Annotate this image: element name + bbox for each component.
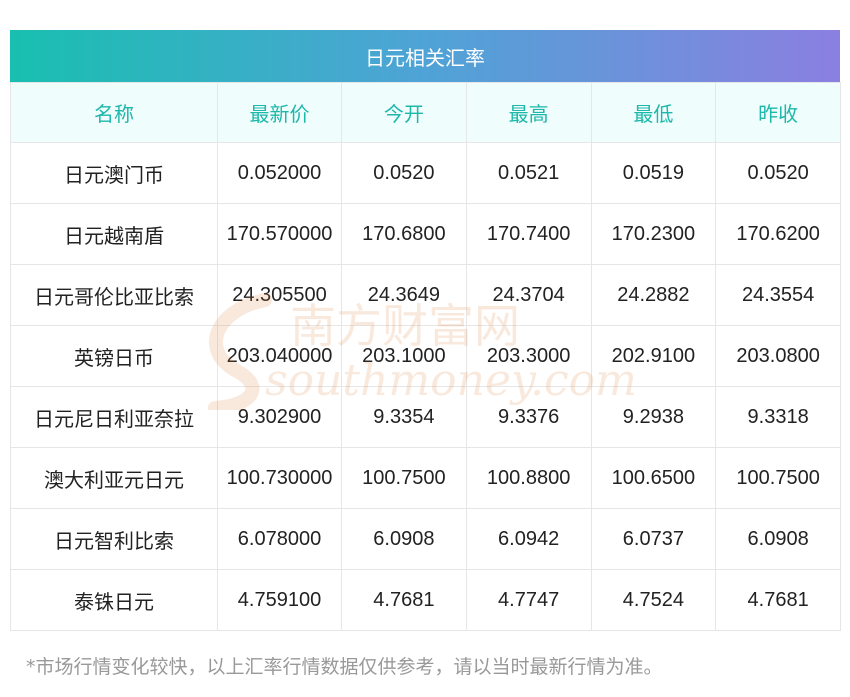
- cell-open: 6.0908: [341, 508, 467, 570]
- cell-prev-close: 203.0800: [715, 325, 841, 387]
- cell-low: 202.9100: [590, 325, 717, 387]
- table-row: 英镑日币 203.040000 203.1000 203.3000 202.9100 20…: [10, 325, 841, 387]
- cell-prev-close: 100.7500: [715, 447, 841, 509]
- cell-high: 0.0521: [465, 142, 592, 204]
- cell-high: 100.8800: [465, 447, 592, 509]
- cell-latest: 203.040000: [217, 325, 342, 387]
- cell-latest: 4.759100: [217, 569, 342, 631]
- exchange-rate-card: 日元相关汇率 名称 最新价 今开 最高 最低 昨收 日元澳门币 0.052000 0…: [10, 30, 841, 631]
- cell-high: 24.3704: [465, 264, 592, 326]
- cell-high: 170.7400: [465, 203, 592, 265]
- cell-latest: 100.730000: [217, 447, 342, 509]
- table-title: 日元相关汇率: [10, 30, 840, 82]
- table-row: 日元智利比索 6.078000 6.0908 6.0942 6.0737 6.0908: [10, 508, 841, 570]
- cell-open: 4.7681: [341, 569, 467, 631]
- cell-latest: 6.078000: [217, 508, 342, 570]
- cell-prev-close: 9.3318: [715, 386, 841, 448]
- cell-prev-close: 24.3554: [715, 264, 841, 326]
- header-row: 名称 最新价 今开 最高 最低 昨收: [10, 82, 841, 143]
- rates-body: 日元澳门币 0.052000 0.0520 0.0521 0.0519 0.0520 日元越…: [10, 142, 841, 631]
- cell-latest: 0.052000: [217, 142, 342, 204]
- cell-open: 9.3354: [341, 386, 467, 448]
- col-header-prev-close: 昨收: [715, 82, 841, 143]
- cell-low: 100.6500: [590, 447, 717, 509]
- table-row: 日元哥伦比亚比索 24.305500 24.3649 24.3704 24.2882 24…: [10, 264, 841, 326]
- disclaimer-footnote: *市场行情变化较快，以上汇率行情数据仅供参考，请以当时最新行情为准。: [26, 656, 663, 678]
- cell-prev-close: 0.0520: [715, 142, 841, 204]
- cell-name: 日元智利比索: [10, 508, 218, 570]
- cell-prev-close: 6.0908: [715, 508, 841, 570]
- cell-low: 170.2300: [590, 203, 717, 265]
- col-header-high: 最高: [465, 82, 592, 143]
- cell-name: 泰铢日元: [10, 569, 218, 631]
- rates-table: 名称 最新价 今开 最高 最低 昨收 日元澳门币 0.052000 0.0520 0.…: [10, 82, 841, 631]
- cell-open: 170.6800: [341, 203, 467, 265]
- cell-open: 0.0520: [341, 142, 467, 204]
- table-row: 日元越南盾 170.570000 170.6800 170.7400 170.2300 1…: [10, 203, 841, 265]
- cell-open: 100.7500: [341, 447, 467, 509]
- cell-low: 6.0737: [590, 508, 717, 570]
- cell-name: 日元越南盾: [10, 203, 218, 265]
- cell-prev-close: 170.6200: [715, 203, 841, 265]
- col-header-open: 今开: [341, 82, 467, 143]
- col-header-latest: 最新价: [217, 82, 342, 143]
- cell-latest: 24.305500: [217, 264, 342, 326]
- cell-high: 9.3376: [465, 386, 592, 448]
- cell-name: 日元尼日利亚奈拉: [10, 386, 218, 448]
- cell-low: 9.2938: [590, 386, 717, 448]
- cell-low: 4.7524: [590, 569, 717, 631]
- table-row: 日元澳门币 0.052000 0.0520 0.0521 0.0519 0.0520: [10, 142, 841, 204]
- table-row: 泰铢日元 4.759100 4.7681 4.7747 4.7524 4.7681: [10, 569, 841, 631]
- table-row: 澳大利亚元日元 100.730000 100.7500 100.8800 100.650…: [10, 447, 841, 509]
- cell-high: 4.7747: [465, 569, 592, 631]
- table-row: 日元尼日利亚奈拉 9.302900 9.3354 9.3376 9.2938 9.3318: [10, 386, 841, 448]
- cell-latest: 9.302900: [217, 386, 342, 448]
- cell-open: 24.3649: [341, 264, 467, 326]
- cell-name: 日元澳门币: [10, 142, 218, 204]
- cell-prev-close: 4.7681: [715, 569, 841, 631]
- cell-name: 英镑日币: [10, 325, 218, 387]
- col-header-name: 名称: [10, 82, 218, 143]
- cell-open: 203.1000: [341, 325, 467, 387]
- cell-low: 24.2882: [590, 264, 717, 326]
- cell-latest: 170.570000: [217, 203, 342, 265]
- cell-high: 6.0942: [465, 508, 592, 570]
- cell-high: 203.3000: [465, 325, 592, 387]
- col-header-low: 最低: [590, 82, 717, 143]
- cell-low: 0.0519: [590, 142, 717, 204]
- cell-name: 澳大利亚元日元: [10, 447, 218, 509]
- cell-name: 日元哥伦比亚比索: [10, 264, 218, 326]
